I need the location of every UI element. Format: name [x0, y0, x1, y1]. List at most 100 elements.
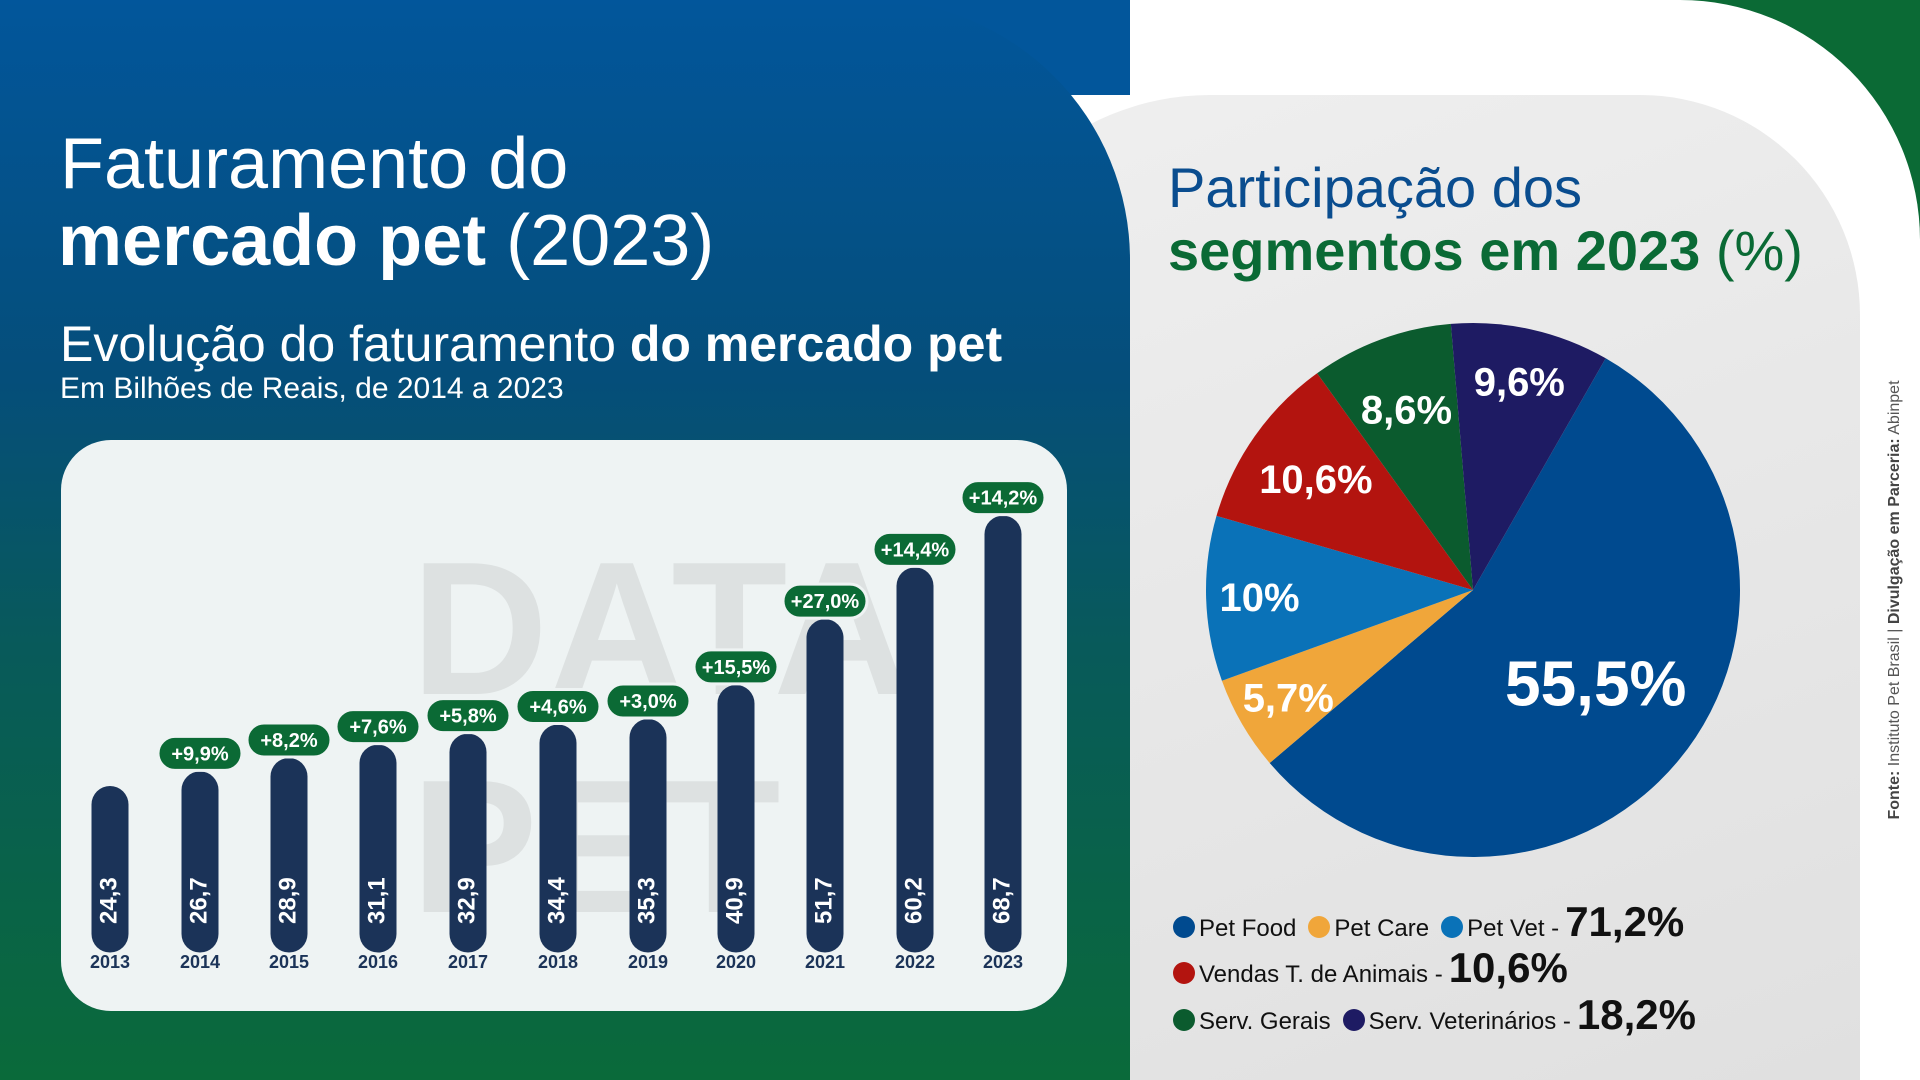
pie-slice-vendas-t-de-animais [1216, 373, 1473, 590]
bar-2021 [806, 619, 844, 953]
legend-row-3: Serv. Gerais Serv. Veterinários - 18,2% [1173, 991, 1696, 1039]
year-label: 2016 [358, 952, 398, 972]
bar-chart: 24,3 2013 26,7 2014 +9,9% 28,9 2015 +8,2% 31,1 20… [90, 479, 1047, 972]
legend-pet-food: Pet Food [1199, 915, 1297, 942]
bar-2023 [984, 515, 1022, 953]
main-title-line1: Faturamento do [60, 124, 569, 204]
bar-2013 [91, 786, 129, 953]
pie-title-line1: Participação dos [1168, 156, 1583, 219]
legend-serv-gerais: Serv. Gerais [1199, 1008, 1331, 1035]
growth-badge [424, 697, 512, 735]
pie-value-label: 55,5% [1505, 647, 1686, 719]
growth-badge [604, 682, 692, 720]
bar-2020 [717, 684, 755, 953]
pie-value-label: 10% [1219, 576, 1299, 620]
legend-row-2: Vendas T. de Animais - 10,6% [1173, 944, 1568, 992]
legend-dot-pet-food [1173, 916, 1195, 938]
year-label: 2015 [269, 952, 309, 972]
pie-slice-serv-gerais [1317, 323, 1473, 590]
growth-label: +15,5% [702, 657, 771, 679]
source-text: Instituto Pet Brasil [1886, 637, 1903, 767]
source-label: Fonte: [1886, 770, 1903, 820]
legend-row-1: Pet Food Pet Care Pet Vet - 71,2% [1173, 898, 1684, 946]
bar-value-label: 24,3 [95, 877, 122, 924]
bar-2022 [896, 567, 934, 953]
growth-label: +5,8% [439, 706, 496, 728]
bar-value-label: 31,1 [363, 877, 390, 924]
bar-2018 [539, 724, 577, 953]
growth-badge [692, 648, 780, 686]
pie-title-line2: segmentos em 2023 (%) [1168, 218, 1803, 283]
bar-2014 [181, 771, 219, 953]
legend-total-3: 18,2% [1576, 991, 1696, 1038]
pie-value-label: 9,6% [1474, 360, 1565, 404]
year-label: 2019 [628, 952, 668, 972]
bar-value-label: 28,9 [274, 877, 301, 924]
legend-dot-serv-gerais [1173, 1009, 1195, 1031]
year-label: 2023 [983, 952, 1023, 972]
growth-label: +4,6% [529, 697, 586, 719]
main-title-bold: mercado pet [58, 201, 487, 281]
bar-2017 [449, 733, 487, 953]
legend-vendas: Vendas T. de Animais - [1199, 961, 1443, 988]
legend-dot-vendas [1173, 962, 1195, 984]
pie-slice-pet-food [1269, 358, 1740, 857]
growth-label: +7,6% [349, 717, 406, 739]
pie-value-label: 8,6% [1361, 389, 1452, 433]
growth-label: +3,0% [619, 691, 676, 713]
growth-badge [245, 721, 333, 759]
growth-label: +8,2% [260, 730, 317, 752]
pie-value-label: 10,6% [1259, 458, 1372, 502]
year-label: 2021 [805, 952, 845, 972]
growth-badge [781, 582, 869, 620]
bar-2019 [629, 719, 667, 953]
legend-pet-vet: Pet Vet - [1467, 915, 1560, 942]
legend-dot-serv-vet [1342, 1009, 1365, 1031]
main-title-line2: mercado pet (2023) [58, 205, 714, 277]
year-label: 2022 [895, 952, 935, 972]
year-label: 2017 [448, 952, 488, 972]
legend-serv-vet: Serv. Veterinários - [1368, 1008, 1571, 1035]
bar-chart-title: Evolução do faturamento do mercado pet [60, 315, 1002, 373]
bar-title-bold: do mercado pet [629, 316, 1003, 372]
pie-slice-serv-veterin-rios [1450, 323, 1606, 590]
legend-pet-care: Pet Care [1334, 915, 1430, 942]
bar-value-label: 34,4 [543, 877, 570, 924]
year-label: 2018 [538, 952, 578, 972]
source-sep: | [1886, 628, 1903, 633]
year-label: 2014 [180, 952, 220, 972]
growth-label: +9,9% [171, 743, 228, 765]
pie-slice-pet-care [1221, 590, 1473, 764]
bar-value-label: 40,9 [721, 877, 748, 924]
year-label: 2020 [716, 952, 756, 972]
bar-chart-card: DATA PET 24,3 2013 26,7 2014 +9,9% 28,9 2015 +8… [61, 440, 1067, 1011]
growth-badge [334, 708, 422, 746]
partner-label: Divulgação em Parceria: [1886, 438, 1903, 625]
bar-chart-subtitle: Em Bilhões de Reais, de 2014 a 2023 [60, 372, 564, 405]
growth-badge [959, 479, 1047, 517]
pie-value-label: 5,7% [1243, 676, 1334, 720]
bar-value-label: 26,7 [185, 877, 212, 924]
legend-total-1: 71,2% [1565, 898, 1685, 945]
legend-dot-pet-care [1308, 916, 1331, 938]
growth-badge [156, 734, 244, 772]
bar-value-label: 51,7 [810, 877, 837, 924]
legend-total-2: 10,6% [1448, 944, 1568, 991]
bar-value-label: 32,9 [453, 877, 480, 924]
main-title-year: (2023) [506, 201, 715, 281]
growth-label: +27,0% [791, 591, 860, 613]
bar-value-label: 60,2 [900, 877, 927, 924]
source-note: Fonte: Instituto Pet Brasil | Divulgação… [1886, 380, 1904, 819]
year-label: 2013 [90, 952, 130, 972]
growth-label: +14,4% [881, 539, 950, 561]
partner-text: Abinpet [1886, 380, 1903, 435]
growth-badge [514, 688, 602, 726]
pie-title-unit: (%) [1715, 219, 1803, 282]
bar-2015 [270, 757, 308, 953]
pie-title-bold: segmentos em 2023 [1168, 219, 1701, 282]
bar-2016 [359, 744, 397, 953]
legend-dot-pet-vet [1441, 916, 1464, 938]
growth-label: +14,2% [969, 488, 1038, 510]
bar-value-label: 68,7 [988, 877, 1015, 924]
